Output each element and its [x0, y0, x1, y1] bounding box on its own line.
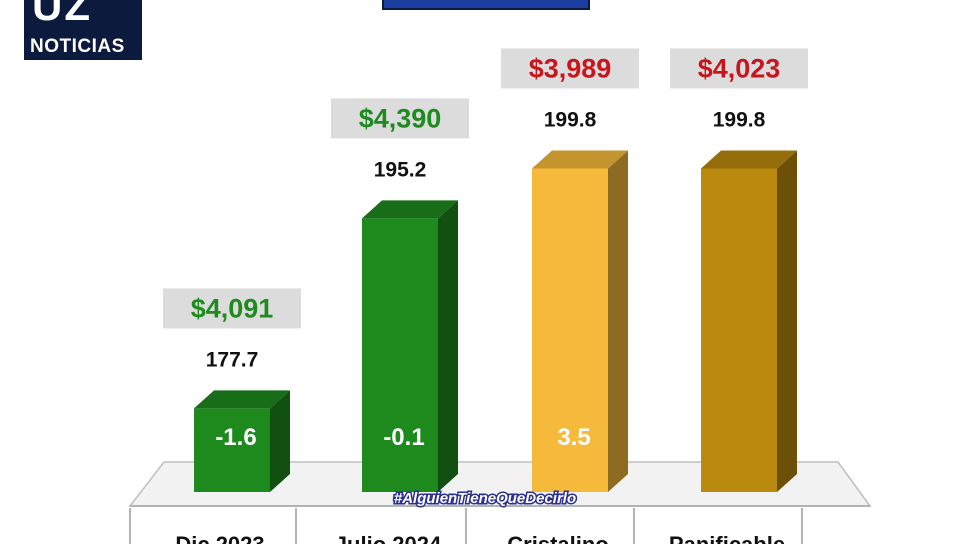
- category-label-4: Panificable: [669, 532, 785, 544]
- bar-front-face: [532, 168, 608, 492]
- price-label-1: $4,091: [191, 293, 274, 323]
- price-badge-bg-4: [670, 48, 808, 89]
- bar-4: [701, 150, 797, 492]
- category-label-2: Julio 2024: [335, 532, 442, 544]
- bar-side-face: [777, 150, 797, 492]
- value-label-1: 177.7: [206, 348, 259, 371]
- change-label-2: -0.1: [383, 424, 424, 451]
- logo-mark: UZ: [32, 0, 92, 29]
- price-badge-bg-3: [501, 48, 639, 89]
- bar-side-face: [608, 150, 628, 492]
- bar-front-face: [194, 408, 270, 492]
- bar-top-face: [194, 390, 290, 409]
- bar-side-face: [270, 390, 290, 492]
- category-label-1: Dic 2023: [175, 532, 264, 544]
- change-label-1: -1.6: [215, 424, 256, 451]
- price-label-2: $4,390: [359, 103, 442, 133]
- logo-name: NOTICIAS: [30, 36, 125, 57]
- value-label-2: 195.2: [374, 158, 427, 181]
- bar-1: [194, 390, 290, 492]
- bar-front-face: [362, 218, 438, 492]
- value-label-4: 199.8: [713, 108, 766, 131]
- bar-3: [532, 150, 628, 492]
- price-label-4: $4,023: [698, 53, 781, 83]
- price-label-3: $3,989: [529, 53, 612, 83]
- hashtag-watermark: #AlguienTieneQueDecirlo: [394, 490, 576, 507]
- price-badge-bg-2: [331, 98, 469, 139]
- bar-top-face: [701, 150, 797, 169]
- title-banner: [382, 0, 590, 10]
- category-label-3: Cristalino: [507, 532, 608, 544]
- change-label-3: 3.5: [557, 424, 590, 451]
- uz-noticias-logo: UZ NOTICIAS: [24, 0, 142, 60]
- bar-top-face: [532, 150, 628, 169]
- bar-top-face: [362, 200, 458, 219]
- bar-side-face: [438, 200, 458, 492]
- bar-front-face: [701, 168, 777, 492]
- bar-2: [362, 200, 458, 492]
- price-badge-bg-1: [163, 288, 301, 329]
- value-label-3: 199.8: [544, 108, 597, 131]
